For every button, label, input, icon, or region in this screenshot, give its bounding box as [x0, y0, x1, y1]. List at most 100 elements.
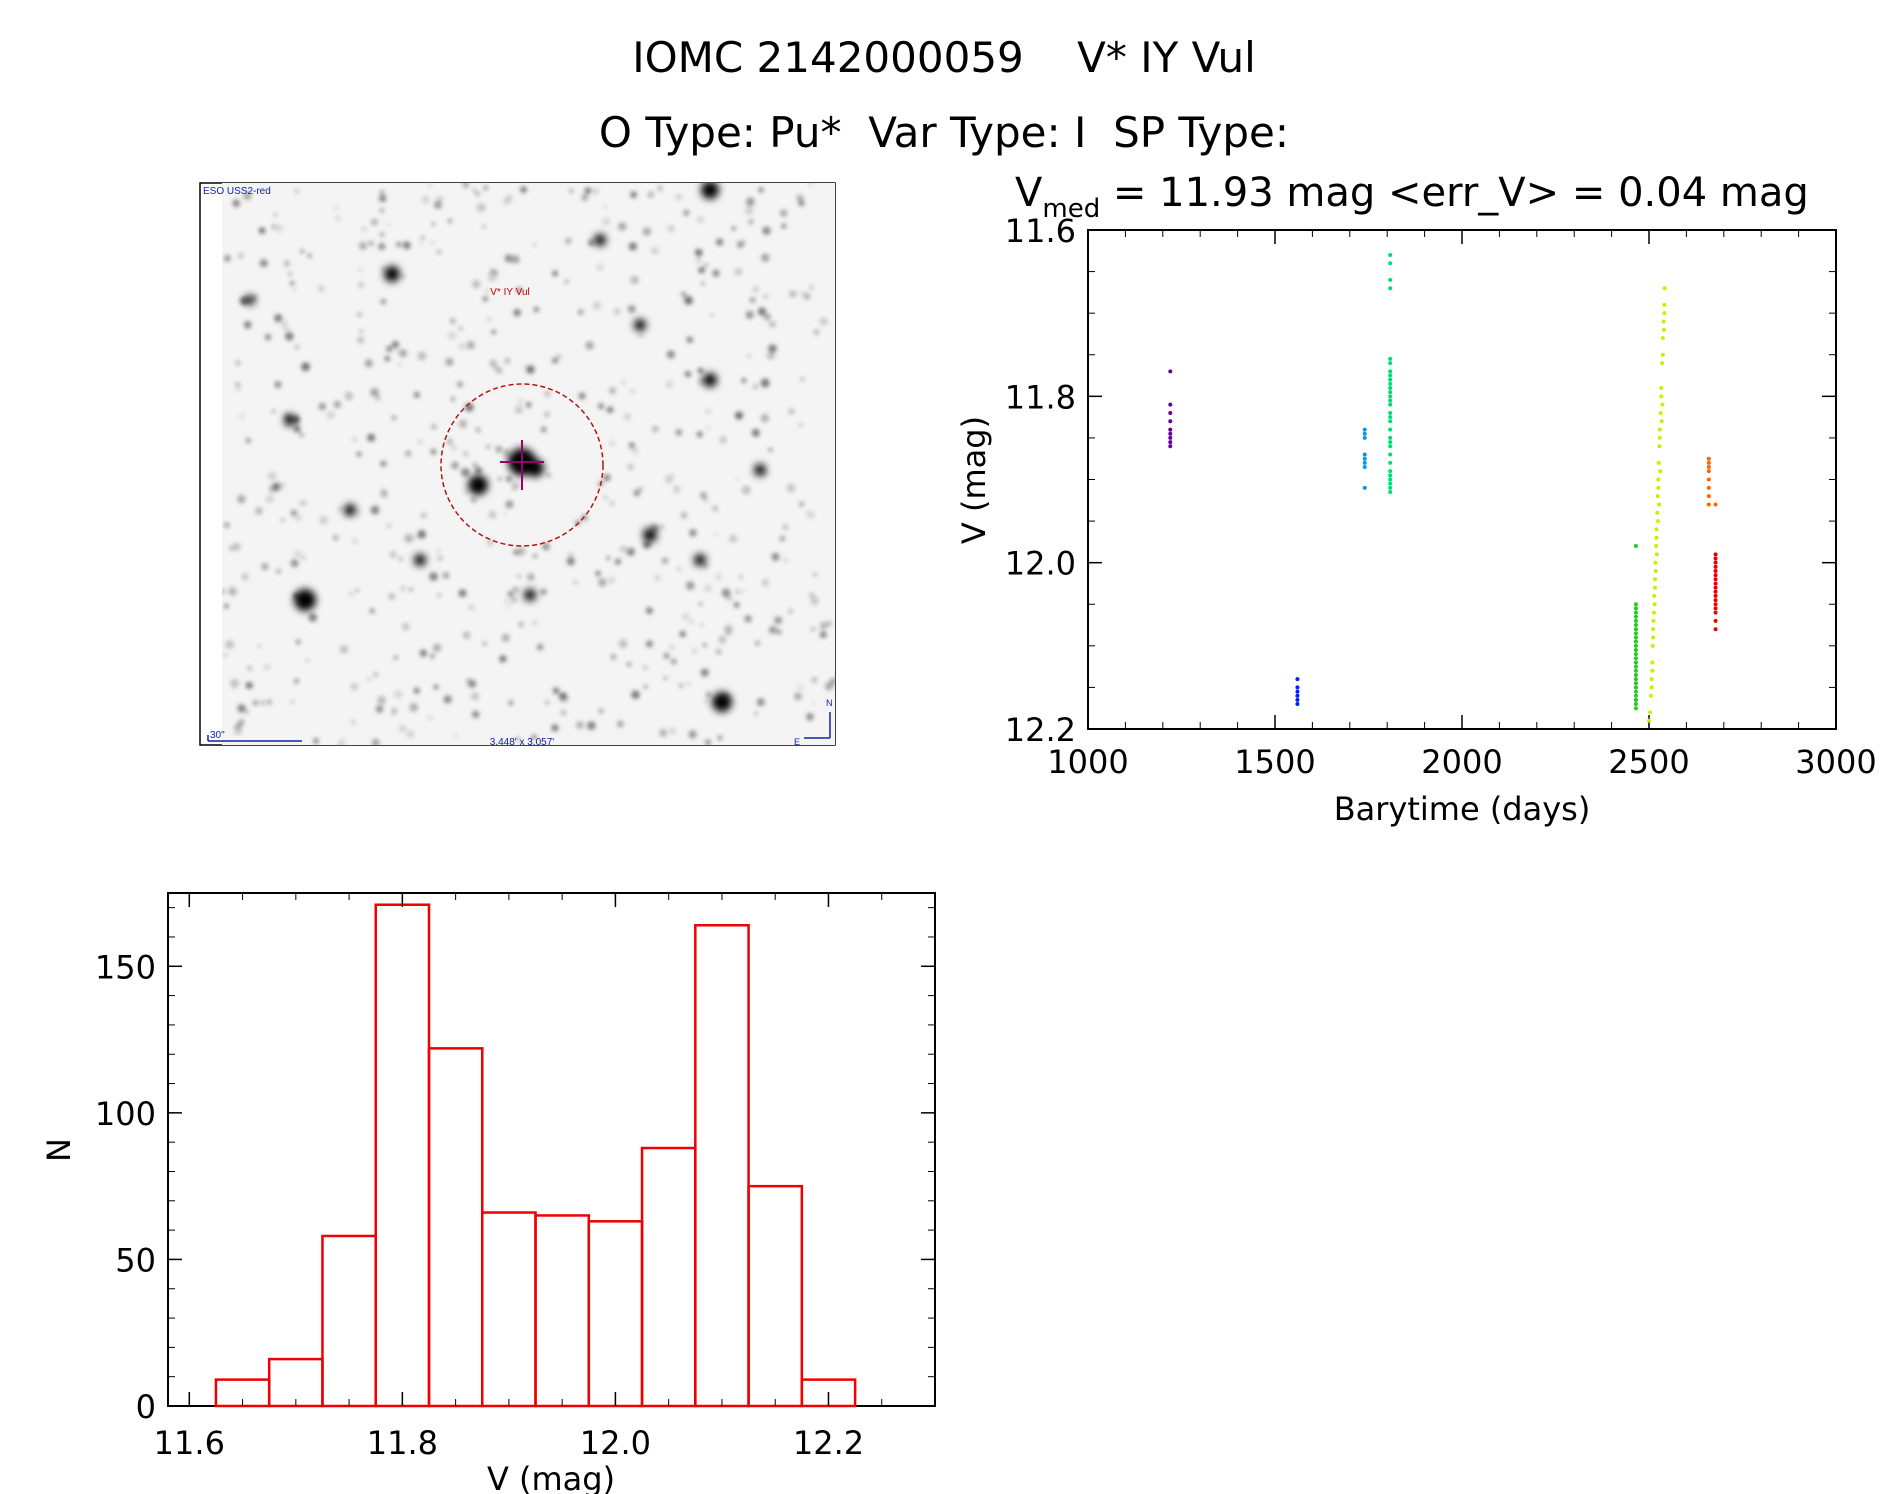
data-point — [1713, 577, 1718, 582]
bright-star — [694, 554, 706, 566]
light-curve-title: Vmed = 11.93 mag <err_V> = 0.04 mag — [1015, 170, 1809, 224]
star — [400, 585, 406, 591]
star — [357, 312, 362, 317]
star — [469, 604, 475, 610]
star — [299, 432, 304, 438]
data-point — [1653, 560, 1658, 565]
data-point — [1388, 402, 1393, 407]
star — [741, 588, 746, 593]
star — [577, 309, 584, 316]
data-point — [1388, 477, 1393, 482]
data-point — [1713, 502, 1718, 507]
star — [517, 574, 521, 578]
star — [776, 629, 782, 635]
star — [819, 631, 827, 638]
data-point — [1660, 336, 1665, 341]
star — [414, 535, 418, 540]
star — [679, 630, 686, 638]
star — [542, 543, 550, 551]
light-curve-chart: Vmed = 11.93 mag <err_V> = 0.04 mag 1000… — [955, 170, 1877, 828]
star — [633, 489, 641, 497]
star — [466, 341, 475, 350]
star — [482, 641, 487, 646]
star — [294, 189, 299, 193]
star — [592, 301, 602, 310]
star — [290, 559, 299, 568]
star — [557, 354, 562, 359]
star — [462, 183, 469, 188]
star — [472, 710, 480, 718]
data-point — [1362, 456, 1367, 461]
star — [504, 357, 511, 364]
star — [357, 511, 362, 516]
star — [679, 683, 683, 688]
star — [696, 258, 701, 262]
star — [357, 281, 365, 289]
star — [741, 378, 747, 383]
star — [352, 538, 358, 545]
star — [419, 649, 427, 657]
star — [417, 439, 423, 445]
star — [512, 586, 520, 594]
star — [364, 359, 373, 368]
y-tick-label: 11.6 — [1005, 212, 1076, 250]
data-point — [1388, 485, 1393, 490]
data-point — [1713, 573, 1718, 578]
star — [705, 408, 712, 415]
star — [782, 524, 789, 530]
star — [259, 259, 268, 268]
star — [388, 593, 395, 600]
data-point — [1362, 431, 1367, 436]
star — [235, 382, 241, 388]
star — [275, 224, 284, 233]
histogram-bar — [427, 1047, 484, 1408]
star — [560, 709, 567, 716]
star — [245, 682, 253, 689]
star — [826, 620, 833, 627]
star — [264, 334, 272, 341]
data-point — [1661, 327, 1666, 332]
star — [237, 495, 246, 504]
data-point — [1388, 369, 1393, 374]
star — [417, 530, 426, 539]
star — [491, 329, 496, 335]
bright-star — [703, 373, 717, 387]
star — [398, 557, 403, 561]
star — [260, 700, 265, 706]
size-label: 3.448' x 3.057' — [490, 737, 555, 748]
star — [687, 682, 691, 686]
star — [398, 724, 407, 733]
star — [609, 440, 616, 447]
data-point — [1655, 510, 1660, 515]
star — [451, 397, 455, 401]
star — [709, 312, 715, 317]
bright-star — [634, 319, 646, 331]
data-point — [1654, 544, 1659, 549]
data-point — [1651, 635, 1656, 640]
star — [683, 209, 690, 216]
star — [712, 505, 718, 512]
star — [788, 408, 795, 415]
data-point — [1388, 440, 1393, 445]
star — [569, 189, 574, 194]
star — [292, 287, 296, 291]
data-point — [1633, 602, 1638, 607]
star — [339, 645, 348, 654]
histogram-bar — [640, 1146, 697, 1408]
star — [373, 672, 378, 677]
data-point — [1713, 618, 1718, 623]
star — [350, 683, 359, 691]
star — [507, 591, 513, 597]
data-point — [1633, 652, 1638, 657]
star — [358, 242, 367, 250]
histogram-bar — [481, 1211, 537, 1408]
star — [230, 678, 240, 688]
data-point — [1658, 410, 1663, 415]
star — [682, 612, 690, 621]
star — [725, 630, 731, 636]
data-point — [1662, 302, 1667, 307]
star — [290, 281, 295, 286]
data-point — [1388, 473, 1393, 478]
star — [796, 194, 804, 202]
